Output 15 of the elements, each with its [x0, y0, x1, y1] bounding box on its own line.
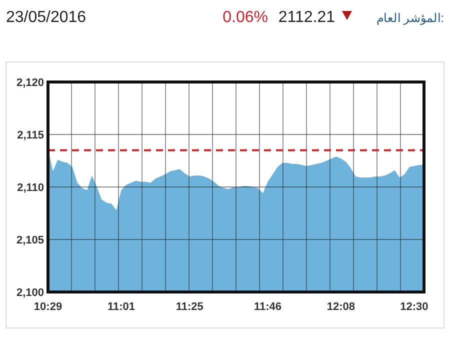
x-tick: 11:01: [107, 301, 135, 313]
x-tick: 11:46: [254, 301, 282, 313]
y-tick: 2,110: [17, 182, 44, 194]
y-tick: 2,115: [17, 130, 44, 142]
annotation: 0.06%: [222, 9, 268, 26]
x-tick: 11:25: [176, 301, 204, 313]
y-tick: 2,120: [16, 77, 44, 89]
annotation: 2112.21: [278, 9, 335, 26]
title: 23/05/2016: [6, 9, 86, 26]
y-tick: 2,100: [16, 287, 44, 299]
x-tick: 10:29: [34, 301, 62, 313]
y-tick: 2,105: [16, 234, 44, 246]
x-tick: 12:30: [400, 301, 428, 313]
x-tick: 12:08: [326, 301, 356, 313]
annotation: المؤشر العام:: [376, 11, 444, 25]
